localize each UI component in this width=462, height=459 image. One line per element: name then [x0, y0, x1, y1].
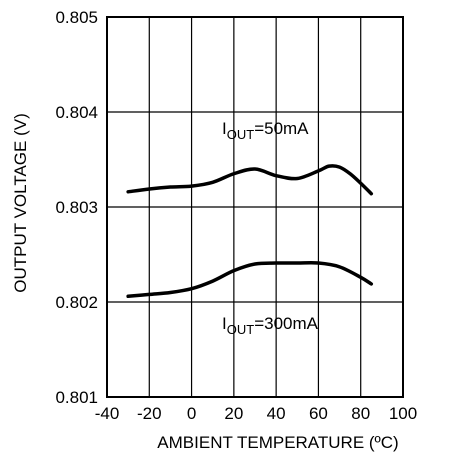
y-tick-label: 0.805	[55, 8, 98, 27]
series-label: IOUT=300mA	[222, 314, 319, 337]
x-tick-label: 0	[187, 404, 196, 423]
x-axis-ticks: -40 -20 0 20 40 60 80 100	[95, 404, 417, 423]
y-axis-title: OUTPUT VOLTAGE (V)	[11, 113, 30, 292]
x-tick-label: 80	[351, 404, 370, 423]
x-tick-label: -20	[137, 404, 162, 423]
y-tick-label: 0.803	[55, 198, 98, 217]
y-tick-label: 0.802	[55, 293, 98, 312]
x-tick-label: 20	[224, 404, 243, 423]
series-line-iout-300ma	[126, 261, 374, 299]
y-tick-label: 0.801	[55, 388, 98, 407]
x-tick-label: 60	[309, 404, 328, 423]
series-line-iout-50ma	[126, 164, 374, 196]
grid	[107, 17, 403, 397]
x-tick-label: -40	[95, 404, 120, 423]
x-tick-label: 40	[267, 404, 286, 423]
y-tick-label: 0.804	[55, 103, 98, 122]
x-axis-title: AMBIENT TEMPERATURE (ºC)	[157, 433, 398, 452]
series-label: IOUT=50mA	[222, 119, 309, 142]
series-labels: IOUT=50mA IOUT=300mA	[222, 119, 319, 337]
y-axis-ticks: 0.801 0.802 0.803 0.804 0.805	[55, 8, 98, 407]
plot-lines	[126, 164, 374, 299]
plot-frame	[106, 16, 404, 398]
x-tick-label: 100	[389, 404, 417, 423]
